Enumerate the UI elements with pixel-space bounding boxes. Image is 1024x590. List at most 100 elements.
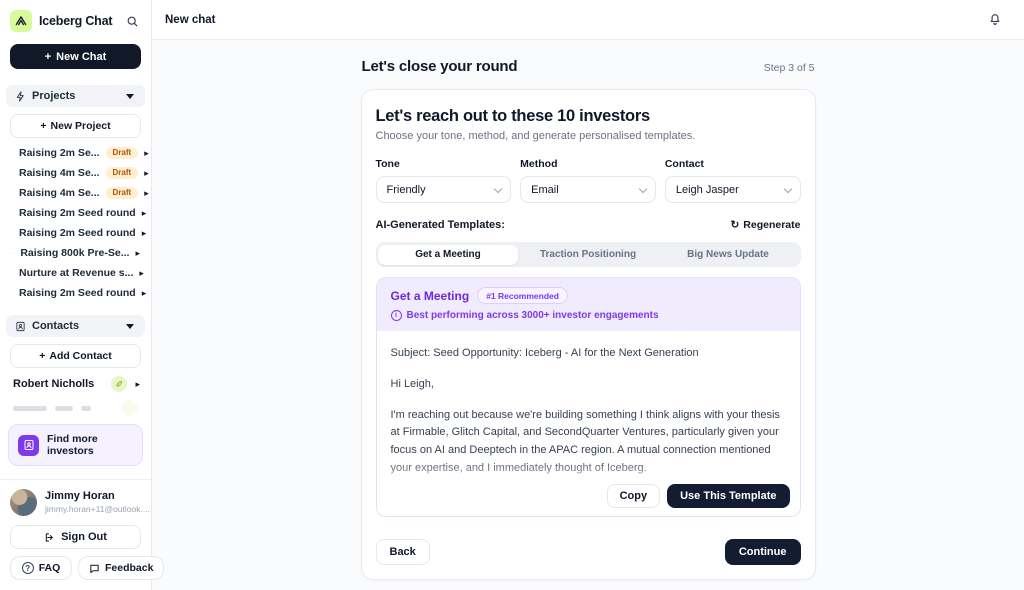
project-item[interactable]: Raising 800k Pre-Se... ▸ xyxy=(0,243,151,263)
chevron-down-icon xyxy=(783,184,792,194)
templates-label: AI-Generated Templates: xyxy=(375,219,505,231)
caret-right-icon: ▸ xyxy=(139,267,144,278)
faq-button[interactable]: ? FAQ xyxy=(10,556,72,580)
caret-right-icon: ▸ xyxy=(141,287,147,298)
outreach-card: Let's reach out to these 10 investors Ch… xyxy=(360,89,816,580)
projects-section-header[interactable]: Projects xyxy=(6,85,145,107)
sidebar: Iceberg Chat + New Chat Projects + New P… xyxy=(0,0,165,590)
faded-text xyxy=(55,405,73,411)
new-chat-button[interactable]: + New Chat xyxy=(10,44,141,69)
search-icon[interactable] xyxy=(126,15,139,28)
faded-text xyxy=(13,405,47,411)
chat-bubble-icon xyxy=(90,564,99,573)
caret-right-icon: ▸ xyxy=(135,247,140,258)
caret-right-icon: ▸ xyxy=(141,207,147,218)
contact-item[interactable]: Robert Nicholls ▸ xyxy=(13,376,140,392)
project-item[interactable]: Nurture at Revenue s... ▸ xyxy=(19,267,144,279)
back-button[interactable]: Back xyxy=(375,539,430,565)
copy-button[interactable]: Copy xyxy=(606,484,661,508)
template-note: Best performing across 3000+ investor en… xyxy=(406,310,659,321)
continue-button[interactable]: Continue xyxy=(724,539,801,565)
new-project-button[interactable]: + New Project xyxy=(10,114,141,138)
email-paragraph: I'm reaching out because we're building … xyxy=(390,408,780,475)
caret-right-icon: ▸ xyxy=(144,147,149,158)
sign-out-button[interactable]: Sign Out xyxy=(10,525,141,549)
contact-select[interactable]: Leigh Jasper xyxy=(664,176,801,203)
draft-badge: Draft xyxy=(105,187,139,199)
tab-big-news-update[interactable]: Big News Update xyxy=(658,245,798,265)
caret-right-icon: ▸ xyxy=(141,227,147,238)
caret-right-icon: ▸ xyxy=(144,187,149,198)
contacts-label: Contacts xyxy=(32,320,80,332)
project-item[interactable]: Raising 4m Se... Draft ▸ xyxy=(0,183,151,203)
project-item[interactable]: Raising 2m Seed round ▸ xyxy=(0,283,151,303)
app-logo-icon xyxy=(10,10,32,32)
avatar xyxy=(10,489,37,516)
method-label: Method xyxy=(520,158,558,170)
info-icon: i xyxy=(390,310,402,321)
plus-icon: + xyxy=(44,50,52,63)
feedback-button[interactable]: Feedback xyxy=(78,556,165,580)
find-more-investors-button[interactable]: Find more investors xyxy=(8,424,143,466)
investor-search-icon xyxy=(18,434,39,456)
project-item[interactable]: Raising 2m Seed round ▸ xyxy=(0,223,151,243)
topbar-title: New chat xyxy=(165,13,216,26)
projects-label: Projects xyxy=(32,90,76,102)
template-tabs: Get a Meeting Traction Positioning Big N… xyxy=(375,242,801,267)
sidebar-footer: Jimmy Horan jimmy.horan+11@outlook.... S… xyxy=(0,479,165,590)
spark-icon xyxy=(16,90,24,102)
method-select[interactable]: Email xyxy=(520,176,656,203)
sign-out-icon xyxy=(45,532,53,542)
faded-text xyxy=(81,405,91,411)
page-title: Let's close your round xyxy=(361,58,518,75)
caret-right-icon: ▸ xyxy=(135,378,140,389)
leaf-badge-icon xyxy=(111,376,128,392)
user-email: jimmy.horan+11@outlook.... xyxy=(45,504,150,515)
contact-row-faded[interactable] xyxy=(0,398,151,418)
plus-icon: + xyxy=(39,350,46,362)
regenerate-button[interactable]: ↻ Regenerate xyxy=(730,219,801,231)
tone-select[interactable]: Friendly xyxy=(375,176,512,203)
sidebar-header: Iceberg Chat xyxy=(0,0,151,40)
tab-traction-positioning[interactable]: Traction Positioning xyxy=(518,245,658,265)
card-title: Let's reach out to these 10 investors xyxy=(375,107,651,125)
project-item[interactable]: Raising 2m Se... Draft ▸ xyxy=(0,143,151,163)
main-area: New chat Let's close your round Step 3 o… xyxy=(152,0,1024,590)
template-panel: Get a Meeting #1 Recommended i Best perf… xyxy=(375,277,801,517)
chevron-down-icon xyxy=(126,93,134,99)
projects-list: Raising 2m Se... Draft ▸ Raising 4m Se..… xyxy=(0,143,151,303)
question-icon: ? xyxy=(21,562,34,574)
tab-get-a-meeting[interactable]: Get a Meeting xyxy=(378,244,518,265)
refresh-icon: ↻ xyxy=(730,219,740,231)
user-name: Jimmy Horan xyxy=(45,490,115,503)
chevron-down-icon xyxy=(126,323,134,329)
draft-badge: Draft xyxy=(105,147,139,159)
project-item[interactable]: Raising 2m Seed round ▸ xyxy=(0,203,151,223)
add-contact-button[interactable]: + Add Contact xyxy=(10,344,141,368)
user-profile[interactable]: Jimmy Horan jimmy.horan+11@outlook.... xyxy=(10,489,150,516)
recommended-badge: #1 Recommended xyxy=(477,287,568,304)
step-indicator: Step 3 of 5 xyxy=(763,62,815,74)
use-template-button[interactable]: Use This Template xyxy=(667,484,790,508)
chevron-down-icon xyxy=(638,184,648,194)
project-item[interactable]: Raising 4m Se... Draft ▸ xyxy=(0,163,151,183)
email-subject: Subject: Seed Opportunity: Iceberg - AI … xyxy=(390,347,699,359)
card-subtitle: Choose your tone, method, and generate p… xyxy=(375,130,696,142)
contacts-section-header[interactable]: Contacts xyxy=(6,315,145,337)
tone-label: Tone xyxy=(375,158,400,170)
template-header: Get a Meeting #1 Recommended i Best perf… xyxy=(376,278,800,331)
template-title: Get a Meeting xyxy=(390,288,470,303)
contact-label: Contact xyxy=(664,158,704,170)
chevron-down-icon xyxy=(493,184,503,194)
rocket-icon xyxy=(13,252,15,254)
plus-icon: + xyxy=(40,120,47,132)
fields-row: Tone Friendly Method Email xyxy=(375,158,801,203)
topbar: New chat xyxy=(152,0,1024,40)
bell-icon[interactable] xyxy=(988,13,1002,27)
app-title: Iceberg Chat xyxy=(39,14,113,28)
email-greeting: Hi Leigh, xyxy=(390,377,434,390)
caret-right-icon: ▸ xyxy=(144,167,149,178)
content: Let's close your round Step 3 of 5 Let's… xyxy=(152,40,1024,590)
contacts-icon xyxy=(16,321,25,331)
leaf-badge-icon xyxy=(122,400,138,416)
